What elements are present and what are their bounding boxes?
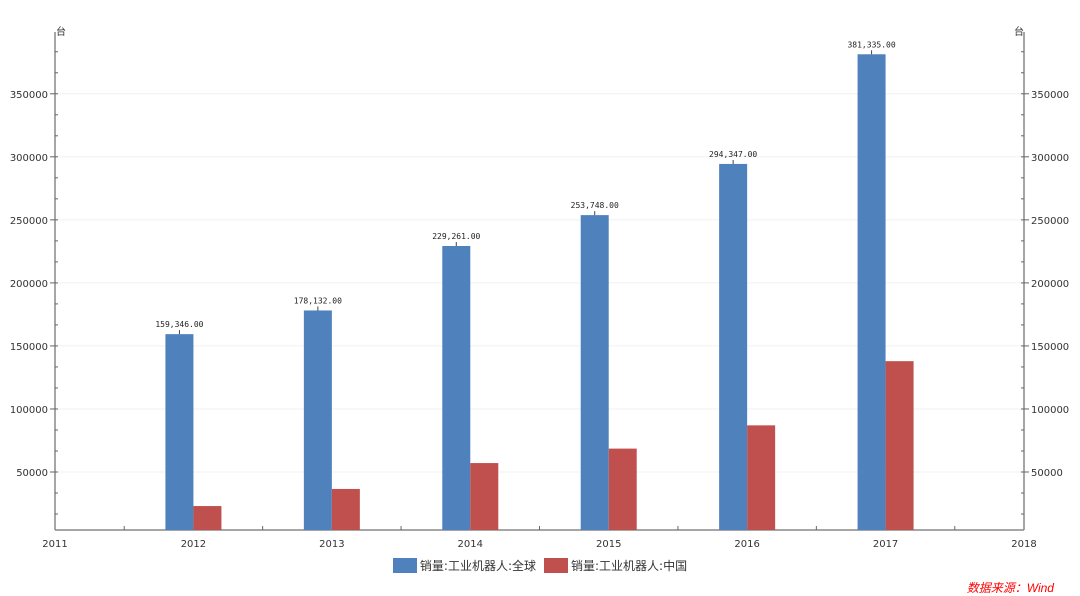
y-tick-label-left: 50000 [16, 468, 48, 479]
y-tick-label-right: 150000 [1031, 342, 1069, 353]
y-tick-label-right: 100000 [1031, 405, 1069, 416]
x-tick-label: 2014 [458, 539, 483, 550]
legend-item-global[interactable]: 销量:工业机器人:全球 [392, 557, 536, 574]
bar-global-2015 [580, 215, 609, 530]
y-tick-label-right: 50000 [1031, 468, 1063, 479]
x-tick-label: 2016 [734, 539, 759, 550]
bar-china-2016 [747, 425, 776, 530]
bar-global-2017 [857, 54, 886, 531]
source-note: 数据来源：Wind [966, 581, 1054, 595]
x-tick-label: 2017 [873, 539, 898, 550]
y-tick-label-right: 250000 [1031, 216, 1069, 227]
bar-global-2014 [442, 246, 471, 530]
data-label: 229,261.00 [432, 232, 480, 241]
y-unit-right: 台 [1014, 25, 1024, 38]
y-tick-label-right: 350000 [1031, 90, 1069, 101]
x-tick-label: 2013 [319, 539, 344, 550]
y-tick-label-left: 350000 [10, 90, 48, 101]
x-tick-label: 2018 [1011, 539, 1036, 550]
bar-china-2014 [470, 463, 499, 530]
bar-global-2012 [165, 334, 194, 530]
bar-china-2017 [885, 361, 914, 530]
y-tick-label-left: 250000 [10, 216, 48, 227]
legend-label-china: 销量:工业机器人:中国 [571, 559, 688, 573]
y-tick-label-right: 200000 [1031, 279, 1069, 290]
data-label: 294,347.00 [709, 150, 757, 159]
legend: 销量:工业机器人:全球 销量:工业机器人:中国 [0, 557, 1080, 574]
legend-item-china[interactable]: 销量:工业机器人:中国 [544, 557, 687, 574]
x-tick-label: 2012 [181, 539, 206, 550]
bar-china-2013 [331, 488, 360, 530]
legend-swatch-china [544, 558, 568, 573]
legend-swatch-global [392, 558, 417, 573]
y-tick-label-left: 300000 [10, 153, 48, 164]
y-tick-label-left: 100000 [10, 405, 48, 416]
data-label: 381,335.00 [847, 40, 895, 49]
x-tick-label: 2015 [596, 539, 621, 550]
y-tick-label-left: 200000 [10, 279, 48, 290]
y-tick-label-left: 150000 [10, 342, 48, 353]
bar-global-2013 [303, 310, 332, 530]
y-unit-left: 台 [56, 25, 66, 38]
y-tick-label-right: 300000 [1031, 153, 1069, 164]
bar-china-2012 [193, 506, 222, 530]
legend-label-global: 销量:工业机器人:全球 [419, 559, 536, 573]
x-tick-label: 2011 [42, 539, 67, 550]
data-label: 178,132.00 [294, 296, 342, 305]
data-label: 253,748.00 [571, 201, 619, 210]
bar-china-2015 [608, 448, 637, 530]
bar-global-2016 [719, 163, 748, 530]
data-label: 159,346.00 [155, 320, 203, 329]
